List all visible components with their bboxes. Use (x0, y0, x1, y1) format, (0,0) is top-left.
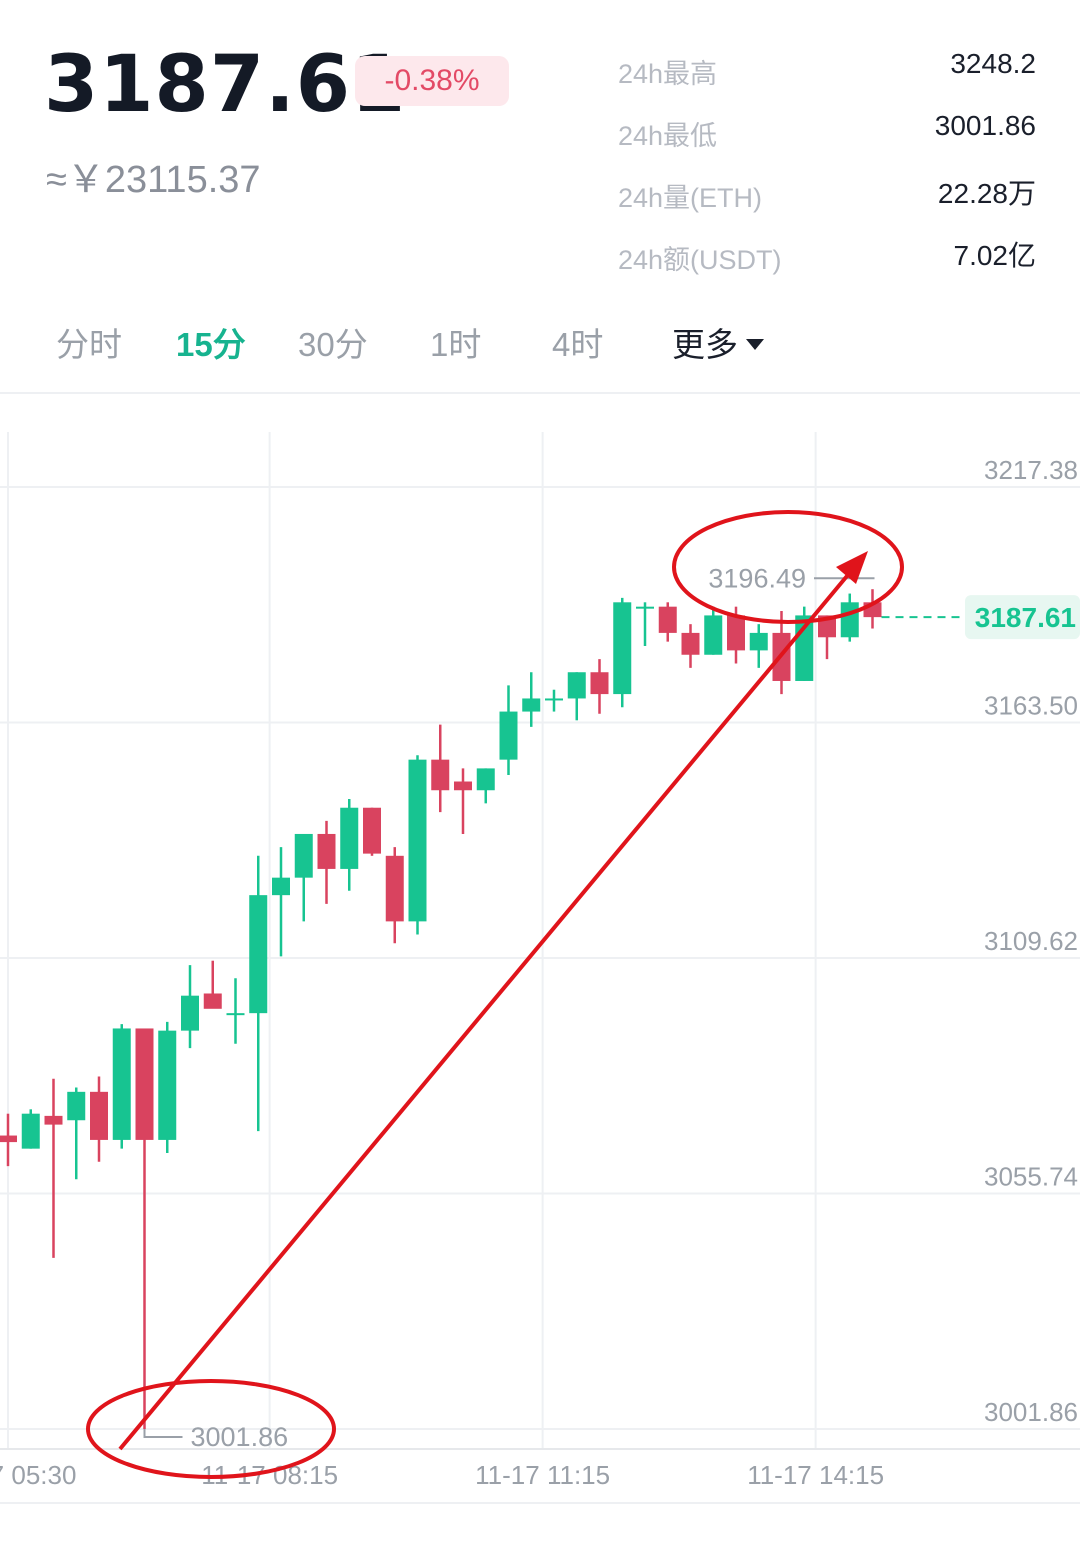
tab-15m[interactable]: 15分 (176, 326, 246, 363)
candle-body (454, 781, 472, 791)
y-axis: 3217.38 3163.50 3109.62 3055.74 3001.86 (984, 455, 1078, 1427)
candle-body (567, 672, 586, 699)
price-change-badge: -0.38% (355, 56, 509, 106)
candle-body (203, 993, 222, 1009)
y-tick-label: 3163.50 (984, 691, 1078, 721)
stat-24h-volume: 24h量(ETH) 22.28万 (618, 172, 1036, 234)
stat-value: 3001.86 (934, 110, 1036, 141)
candle-body (21, 1113, 40, 1149)
stat-value: 22.28万 (937, 178, 1036, 209)
candle-body (249, 895, 268, 1014)
annotation-circle-low (86, 1379, 336, 1479)
candle-body (499, 711, 518, 760)
candle-body (317, 833, 336, 869)
candle-body (226, 1013, 245, 1016)
max-marker-label: 3196.49 (708, 563, 806, 593)
stat-24h-low: 24h最低 3001.86 (618, 110, 1036, 172)
y-tick-label: 3217.38 (984, 455, 1078, 485)
stat-value: 7.02亿 (953, 240, 1037, 271)
candle-body (385, 855, 404, 922)
candle-body (545, 698, 563, 701)
min-marker-line (143, 1429, 183, 1438)
candle-body (44, 1115, 63, 1125)
candle-body (135, 1028, 154, 1140)
y-tick-label: 3109.62 (984, 926, 1078, 956)
tab-more-label: 更多 (672, 326, 738, 363)
cny-price: ≈￥23115.37 (46, 159, 261, 201)
chart-bottom-border (0, 1502, 1080, 1504)
candle-body (658, 606, 677, 633)
candle-body (272, 877, 290, 896)
ticker-header: 3187.61 -0.38% ≈￥23115.37 24h最高 3248.2 2… (0, 0, 1080, 300)
x-tick-label: 11-17 11:15 (475, 1460, 610, 1490)
candle-body (522, 698, 541, 712)
candle-body (840, 602, 859, 638)
last-price-tag (965, 595, 1080, 640)
candle-body (408, 759, 427, 922)
candle-body (340, 807, 359, 869)
candle-body (749, 632, 768, 651)
stat-label: 24h最低 (618, 121, 718, 151)
tab-30m[interactable]: 30分 (298, 326, 368, 363)
tab-more[interactable]: 更多 (672, 318, 764, 366)
tab-1h[interactable]: 1时 (430, 326, 482, 363)
candle-body (681, 632, 700, 655)
candle-body (431, 759, 450, 791)
stat-value: 3248.2 (950, 48, 1036, 79)
candle-body (727, 615, 745, 651)
candle-body (590, 672, 609, 695)
divider (0, 392, 1080, 394)
candle-body (0, 1135, 17, 1143)
annotation-arrow-line (118, 568, 854, 1451)
candle-body (363, 807, 381, 854)
annotation-circle-high (672, 510, 904, 624)
candle-body (158, 1030, 177, 1140)
candle-body (476, 768, 495, 791)
x-tick-label: 11-17 14:15 (747, 1460, 884, 1490)
candle-body (613, 602, 632, 695)
stat-label: 24h额(USDT) (618, 245, 782, 275)
annotation-layer (86, 510, 904, 1479)
x-tick-label: 11-17 05:30 (0, 1460, 76, 1490)
last-price: 3187.61 (44, 40, 407, 130)
candle-body (112, 1028, 131, 1140)
chart-grid (0, 432, 1080, 1450)
last-price-label: 3187.61 (975, 602, 1076, 633)
stat-24h-high: 24h最高 3248.2 (618, 48, 1036, 110)
y-tick-label: 3055.74 (984, 1162, 1078, 1192)
caret-down-icon (746, 338, 764, 350)
price-markers: 3187.61 3196.49 3001.86 (143, 563, 1080, 1452)
interval-tabs: 分时 15分 30分 1时 4时 更多 (0, 318, 1080, 370)
candles-layer (0, 589, 882, 1429)
min-marker-label: 3001.86 (191, 1422, 289, 1452)
tab-4h[interactable]: 4时 (552, 326, 604, 363)
candle-body (636, 606, 654, 609)
y-tick-label: 3001.86 (984, 1397, 1078, 1427)
candle-body (90, 1091, 108, 1140)
candle-body (294, 833, 313, 878)
stats-panel: 24h最高 3248.2 24h最低 3001.86 24h量(ETH) 22.… (618, 48, 1036, 296)
tab-timeshare[interactable]: 分时 (56, 326, 122, 363)
candle-body (181, 995, 199, 1031)
stat-label: 24h量(ETH) (618, 183, 763, 213)
candle-body (67, 1091, 86, 1121)
stat-24h-turnover: 24h额(USDT) 7.02亿 (618, 234, 1036, 296)
candlestick-chart[interactable]: 3217.38 3163.50 3109.62 3055.74 3001.86 11-1… (0, 400, 1080, 1500)
candle-body (704, 615, 723, 655)
stat-label: 24h最高 (618, 59, 718, 89)
annotation-arrow-head (836, 551, 868, 584)
